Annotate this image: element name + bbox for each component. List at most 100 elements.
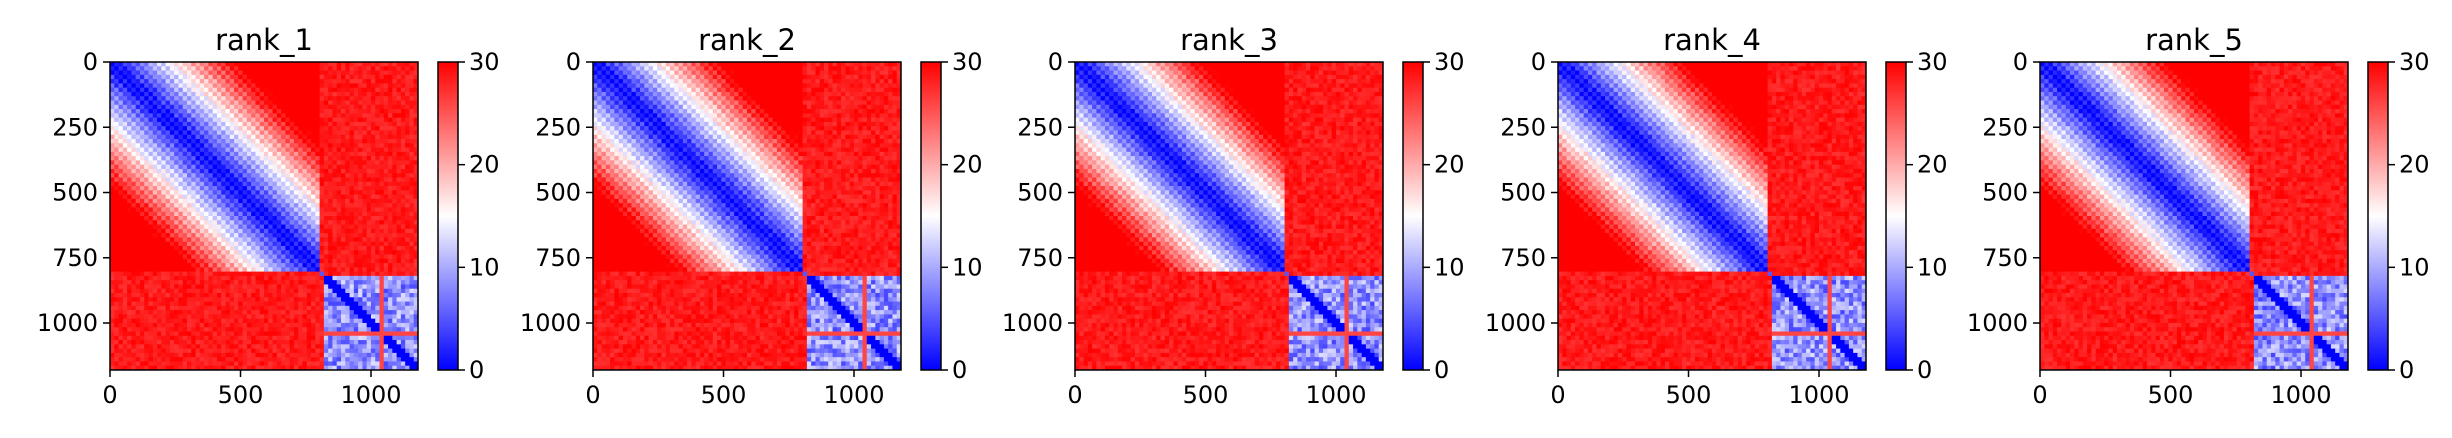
heatmap-cell <box>165 186 171 191</box>
heatmap-cell <box>199 160 205 166</box>
heatmap-cell <box>319 340 325 345</box>
heatmap-cell <box>370 117 376 123</box>
heatmap-cell <box>281 186 286 191</box>
heatmap-cell <box>212 203 218 208</box>
heatmap-cell <box>264 267 269 273</box>
heatmap-cell <box>165 96 171 101</box>
heatmap-cell <box>165 254 171 260</box>
heatmap-cell <box>165 74 171 80</box>
heatmap-cell <box>388 344 393 350</box>
heatmap-cell <box>110 74 115 80</box>
heatmap-cell <box>345 271 350 277</box>
heatmap-cell <box>234 233 239 238</box>
heatmap-cell <box>405 198 410 204</box>
heatmap-cell <box>212 151 218 157</box>
heatmap-cell <box>178 310 184 315</box>
heatmap-cell <box>234 109 239 114</box>
heatmap-cell <box>199 177 205 183</box>
heatmap-cell <box>413 310 419 315</box>
heatmap-cell <box>199 62 205 67</box>
heatmap-cell <box>165 301 171 307</box>
heatmap-cell <box>293 271 299 277</box>
heatmap-cell <box>212 207 218 213</box>
heatmap-cell <box>375 344 380 350</box>
heatmap-cell <box>413 190 419 196</box>
heatmap-cell <box>323 216 329 221</box>
heatmap-cell <box>349 100 355 106</box>
heatmap-cell <box>221 245 226 251</box>
heatmap-cell <box>383 177 389 183</box>
heatmap-cell <box>148 186 154 191</box>
heatmap-cell <box>187 254 192 260</box>
heatmap-cell <box>413 241 419 247</box>
heatmap-cell <box>110 160 115 166</box>
heatmap-cell <box>353 147 359 153</box>
heatmap-cell <box>370 220 376 225</box>
heatmap-cell <box>302 203 308 208</box>
heatmap-cell <box>328 164 333 170</box>
heatmap-cell <box>148 237 154 243</box>
heatmap-cell <box>379 340 385 345</box>
heatmap-cell <box>392 310 398 315</box>
heatmap-cell <box>405 91 410 97</box>
heatmap-cell <box>353 130 359 136</box>
heatmap-cell <box>409 96 415 101</box>
heatmap-cell <box>221 216 226 221</box>
heatmap-cell <box>234 216 239 221</box>
heatmap-cell <box>388 327 393 332</box>
heatmap-cell <box>169 216 175 221</box>
heatmap-cell <box>293 87 299 93</box>
heatmap-cell <box>349 83 355 89</box>
heatmap-cell <box>195 233 201 238</box>
heatmap-cell <box>182 301 188 307</box>
heatmap-cell <box>311 168 316 174</box>
heatmap-cell <box>285 66 291 71</box>
heatmap-cell <box>323 186 329 191</box>
heatmap-cell <box>268 160 273 166</box>
heatmap-cell <box>388 250 393 255</box>
heatmap-cell <box>281 121 286 127</box>
heatmap-cell <box>216 297 222 302</box>
heatmap-cell <box>161 168 167 174</box>
heatmap-cell <box>302 96 308 101</box>
heatmap-cell <box>221 293 226 298</box>
heatmap-cell <box>259 168 265 174</box>
heatmap-cell <box>264 288 269 294</box>
heatmap-cell <box>191 267 196 273</box>
heatmap-cell <box>349 70 355 76</box>
heatmap-cell <box>187 267 192 273</box>
heatmap-cell <box>366 79 372 84</box>
heatmap-cell <box>165 250 171 255</box>
heatmap-cell <box>323 348 329 354</box>
heatmap-cell <box>135 305 141 311</box>
heatmap-cell <box>251 62 256 67</box>
heatmap-cell <box>370 237 376 243</box>
heatmap-cell <box>157 87 162 93</box>
heatmap-cell <box>234 104 239 110</box>
heatmap-cell <box>405 250 410 255</box>
heatmap-cell <box>383 216 389 221</box>
heatmap-cell <box>358 156 363 161</box>
heatmap-cell <box>375 207 380 213</box>
heatmap-cell <box>246 117 252 123</box>
heatmap-cell <box>276 147 282 153</box>
heatmap-cell <box>174 250 179 255</box>
heatmap-cell <box>199 190 205 196</box>
heatmap-cell <box>212 198 218 204</box>
heatmap-cell <box>306 220 312 225</box>
heatmap-cell <box>272 258 278 264</box>
heatmap-cell <box>392 139 398 144</box>
heatmap-cell <box>251 310 256 315</box>
heatmap-cell <box>139 318 145 324</box>
heatmap-cell <box>285 310 291 315</box>
heatmap-cell <box>383 62 389 67</box>
heatmap-cell <box>362 109 368 114</box>
heatmap-cell <box>131 348 137 354</box>
heatmap-cell <box>152 301 158 307</box>
heatmap-cell <box>259 344 265 350</box>
heatmap-cell <box>332 109 338 114</box>
heatmap-cell <box>246 190 252 196</box>
heatmap-cell <box>375 327 380 332</box>
heatmap-cell <box>383 267 389 273</box>
heatmap-cell <box>152 254 158 260</box>
